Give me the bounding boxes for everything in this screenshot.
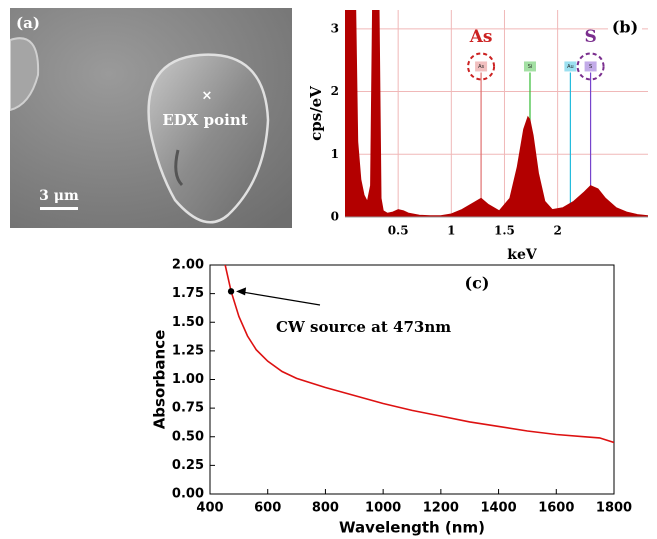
panel-label: (c) — [465, 274, 490, 293]
panel-label: (b) — [612, 18, 638, 37]
callout-label: As — [469, 27, 493, 47]
x-axis-label: keV — [507, 247, 538, 263]
panel-a: × (a) EDX point 3 μm — [10, 8, 292, 228]
x-tick-label: 2 — [553, 224, 561, 238]
x-tick-label: 600 — [254, 501, 281, 516]
y-tick-label: 1.50 — [172, 315, 204, 330]
y-axis-label: Absorbance — [151, 330, 169, 430]
callout-label: S — [584, 27, 596, 47]
x-tick-label: 1.5 — [494, 224, 515, 238]
x-tick-label: 1000 — [365, 501, 401, 516]
x-tick-label: 1400 — [480, 501, 516, 516]
chart: 0.00 0.25 0.50 0.75 1.00 1.25 1.50 1.75 2.00 400 6… — [151, 258, 633, 537]
x-axis-label: Wavelength (nm) — [339, 519, 485, 537]
x-tick-label: 1 — [447, 224, 455, 238]
annotation: EDX point — [162, 111, 247, 129]
y-tick-label: 3 — [331, 21, 339, 35]
y-tick-label: 1.00 — [172, 372, 204, 387]
y-tick-label: 0 — [331, 210, 339, 224]
element-tag-label: S — [589, 64, 592, 70]
y-tick-label: 0.75 — [172, 401, 204, 416]
scale-bar — [40, 207, 78, 210]
annotation-label: CW source at 473nm — [276, 318, 451, 336]
y-tick-label: 1.25 — [172, 343, 204, 358]
element-tag-label: As — [478, 64, 484, 70]
y-tick-label: 1 — [331, 147, 339, 161]
y-tick-label: 2 — [331, 84, 339, 98]
panel-label: (a) — [16, 14, 40, 32]
plot-area — [210, 265, 614, 494]
scale-bar-label: 3 μm — [39, 188, 79, 204]
element-tag-label: Si — [528, 64, 533, 70]
y-tick-label: 1.75 — [172, 286, 204, 301]
y-tick-label: 0.50 — [172, 429, 204, 444]
y-tick-label: 2.00 — [172, 258, 204, 273]
x-tick-label: 800 — [312, 501, 339, 516]
x-tick-label: 1800 — [596, 501, 632, 516]
x-tick-label: 1200 — [423, 501, 459, 516]
y-tick-label: 0.00 — [172, 487, 204, 502]
y-tick-label: 0.25 — [172, 458, 204, 473]
x-tick-label: 1600 — [538, 501, 574, 516]
figure: × (a) EDX point 3 μm 0 1 2 3 0.5 1 1.5 2 As As Si A… — [0, 0, 657, 539]
y-axis-label: cps/eV — [307, 86, 325, 141]
x-tick-label: 0.5 — [388, 224, 409, 238]
element-tag-label: Au — [567, 64, 574, 70]
plot-area — [345, 10, 648, 217]
x-tick-label: 400 — [196, 501, 223, 516]
edx-marker: × — [202, 89, 213, 104]
annotation-point — [228, 288, 234, 294]
